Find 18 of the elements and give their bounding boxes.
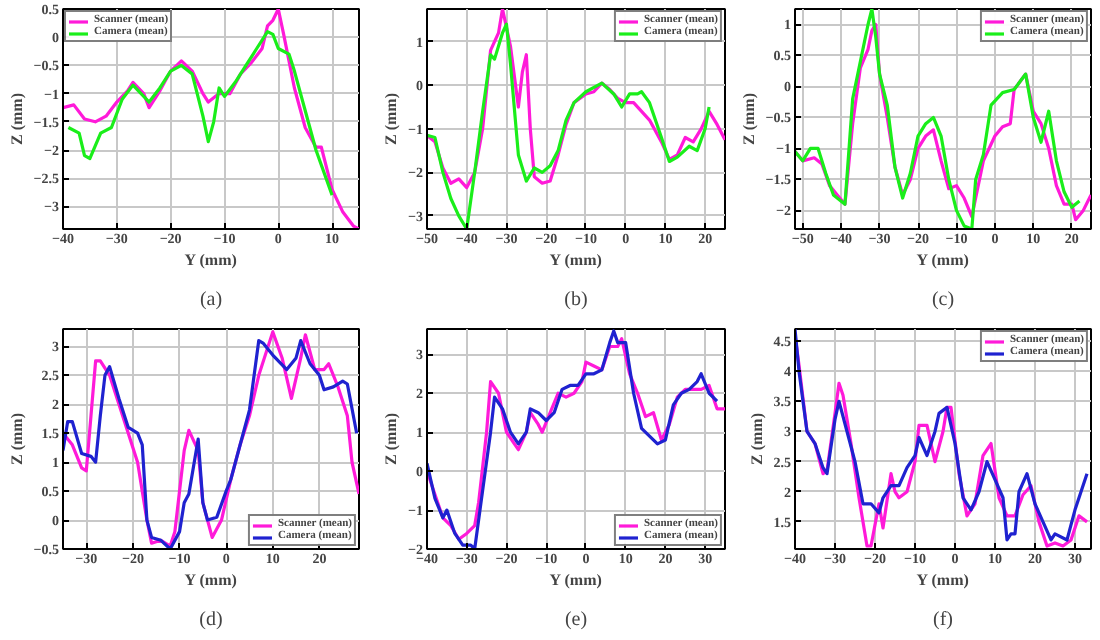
y-axis-title: Z (mm) (382, 92, 401, 145)
text: (d) (199, 609, 223, 631)
text: (e) (564, 609, 588, 631)
x-axis-title: Y (mm) (184, 571, 238, 589)
y-axis-title: Z (mm) (739, 92, 758, 145)
y-axis-title: Z (mm) (7, 412, 26, 465)
x-axis-title: Y (mm) (549, 251, 603, 269)
x-axis-title: Y (mm) (184, 251, 238, 269)
text: (a) (199, 289, 223, 311)
x-axis-title: Y (mm) (916, 251, 970, 269)
y-axis-title: Z (mm) (7, 92, 26, 145)
text: (f) (933, 609, 954, 631)
x-axis-title: Y (mm) (549, 571, 603, 589)
text: (c) (931, 289, 955, 311)
y-axis-title: Z (mm) (747, 412, 766, 465)
x-axis-title: Y (mm) (916, 571, 970, 589)
text: (b) (564, 289, 588, 311)
y-axis-title: Z (mm) (382, 412, 401, 465)
